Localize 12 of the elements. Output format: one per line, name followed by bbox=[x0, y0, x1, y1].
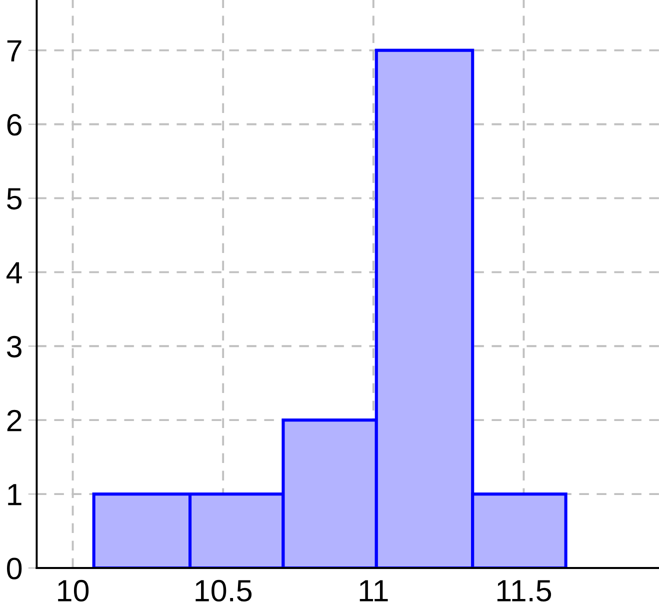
y-tick-label: 7 bbox=[7, 40, 22, 62]
y-tick-label: 0 bbox=[7, 558, 22, 580]
x-tick-label: 11.5 bbox=[497, 580, 552, 602]
y-tick-label: 4 bbox=[6, 262, 22, 284]
x-tick-label: 10 bbox=[58, 580, 89, 602]
y-tick-label: 5 bbox=[7, 188, 22, 210]
y-tick-label: 6 bbox=[7, 114, 22, 136]
y-tick-label: 3 bbox=[6, 336, 22, 358]
x-tick-label: 10.5 bbox=[196, 580, 252, 602]
y-tick-label: 2 bbox=[7, 410, 22, 432]
y-tick-label: 1 bbox=[8, 484, 22, 506]
x-tick-label: 11 bbox=[360, 580, 388, 602]
